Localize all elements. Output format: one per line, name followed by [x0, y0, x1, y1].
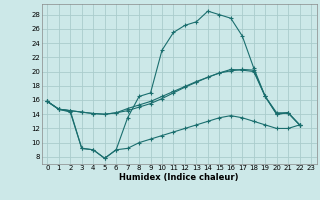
X-axis label: Humidex (Indice chaleur): Humidex (Indice chaleur) — [119, 173, 239, 182]
